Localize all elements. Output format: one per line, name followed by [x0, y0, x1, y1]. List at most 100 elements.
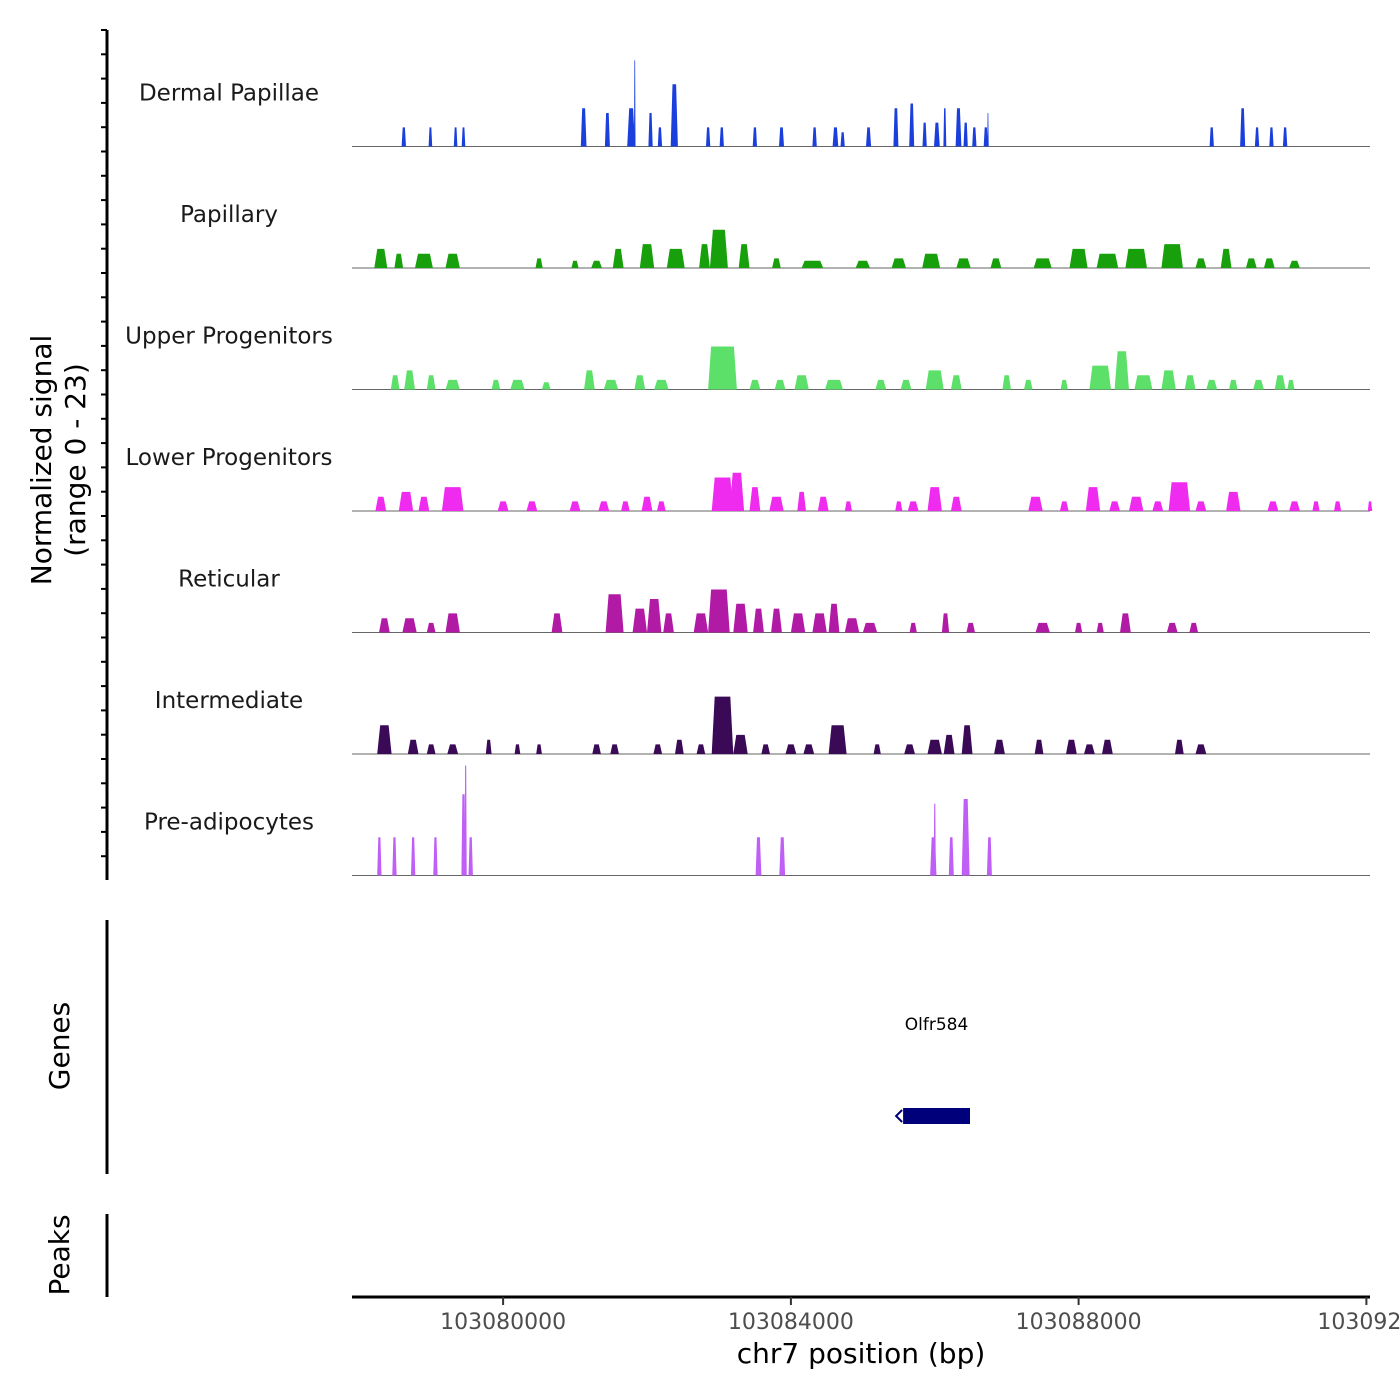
signal-peak: [785, 744, 797, 754]
signal-peak: [654, 379, 669, 390]
signal-peak: [1253, 379, 1264, 390]
signal-peak: [779, 127, 784, 147]
signal-peak: [1287, 379, 1295, 390]
signal-peak: [610, 744, 619, 754]
signal-peak: [1289, 501, 1300, 511]
signal-peak: [675, 739, 684, 754]
signal-peak: [909, 103, 915, 147]
signal-peak: [526, 501, 538, 511]
signal-peak: [749, 487, 761, 511]
signal-peak: [1134, 375, 1153, 390]
peaks-panel-label: Peaks: [43, 1214, 76, 1295]
signal-peak: [862, 622, 878, 633]
signal-peak: [1125, 248, 1147, 268]
signal-peak: [1195, 744, 1207, 754]
signal-peak: [1096, 253, 1119, 268]
signal-peak: [634, 375, 646, 390]
signal-peak: [1267, 501, 1279, 511]
signal-peak: [1312, 501, 1320, 511]
signal-peak: [1209, 127, 1214, 147]
signal-peak: [648, 113, 653, 147]
signal-peak: [647, 599, 662, 633]
gene-annotations: Olfr584: [894, 1015, 970, 1124]
signal-peak: [963, 122, 968, 147]
signal-peak: [749, 379, 761, 390]
signal-peak: [1035, 622, 1050, 633]
signal-peak: [657, 127, 663, 147]
signal-peak: [891, 258, 906, 268]
signal-peak: [1102, 739, 1113, 754]
signal-peak: [943, 108, 947, 147]
signal-peak: [709, 229, 728, 268]
x-axis-title: chr7 position (bp): [737, 1337, 986, 1370]
signal-peak: [461, 794, 466, 876]
signal-peak: [771, 608, 782, 633]
signal-peak: [468, 837, 473, 876]
signal-peak: [873, 744, 881, 754]
signal-peak: [604, 113, 610, 147]
track-label: Intermediate: [155, 688, 303, 714]
signal-peak: [598, 501, 610, 511]
signal-peak: [1274, 375, 1286, 390]
signal-peak: [696, 744, 706, 754]
signal-peak: [828, 603, 840, 633]
signal-peak: [411, 837, 416, 876]
signal-peak: [1002, 375, 1011, 390]
signal-peak: [955, 108, 962, 147]
signal-peak: [941, 613, 950, 633]
signal-peak: [447, 744, 459, 754]
signal-peak: [1168, 482, 1191, 511]
signal-peak: [428, 127, 433, 147]
signal-peak: [377, 837, 382, 876]
signal-peak: [1229, 379, 1238, 390]
signal-peak: [909, 622, 917, 633]
signal-peak: [591, 260, 602, 268]
signal-peak: [441, 487, 464, 511]
signal-peak: [1096, 622, 1104, 633]
gene-body: [903, 1108, 970, 1124]
signal-peak: [485, 739, 492, 754]
signal-peak: [1069, 248, 1088, 268]
signal-peak: [445, 379, 460, 390]
signal-peak: [956, 258, 971, 268]
signal-peak: [1161, 370, 1176, 390]
signal-peak: [605, 594, 624, 633]
signal-peak: [1195, 501, 1207, 511]
signal-peak: [634, 60, 636, 147]
track-dermal-papillae: Dermal Papillae: [139, 60, 1370, 147]
signal-peak: [983, 127, 988, 147]
signal-peak: [729, 472, 745, 511]
signal-peak: [1282, 127, 1288, 147]
signal-peak: [922, 122, 927, 147]
signal-peak: [961, 725, 973, 754]
track-pre-adipocytes: Pre-adipocytes: [144, 765, 1370, 876]
signal-peak: [817, 496, 829, 511]
signal-peak: [812, 613, 827, 633]
signal-peak: [994, 739, 1005, 754]
signal-peak: [699, 244, 710, 268]
signal-peak: [855, 260, 870, 268]
signal-peak: [580, 108, 587, 147]
signal-peak: [402, 618, 417, 633]
signal-peak: [1060, 379, 1068, 390]
signal-peak: [632, 608, 647, 633]
x-axis-ticks: 103080000 103084000 103088000 1030920: [440, 1297, 1400, 1335]
signal-peak: [1269, 127, 1274, 147]
signal-peak: [1109, 501, 1120, 511]
signal-peak: [961, 799, 970, 876]
signal-peak: [769, 496, 784, 511]
signal-peak: [639, 244, 655, 268]
signal-peak: [445, 253, 460, 268]
signal-peak: [753, 608, 764, 633]
signal-peak: [1254, 127, 1260, 147]
signal-peak: [987, 113, 989, 147]
signal-peak: [535, 258, 543, 268]
signal-peak: [666, 248, 685, 268]
gene-label: Olfr584: [905, 1015, 969, 1035]
signal-peak: [866, 127, 872, 147]
signal-peak: [426, 744, 436, 754]
coverage-y-axis-ticks: [101, 29, 107, 858]
signal-peak: [1024, 379, 1033, 390]
signal-peak: [1120, 613, 1131, 633]
signal-peak: [433, 837, 438, 876]
